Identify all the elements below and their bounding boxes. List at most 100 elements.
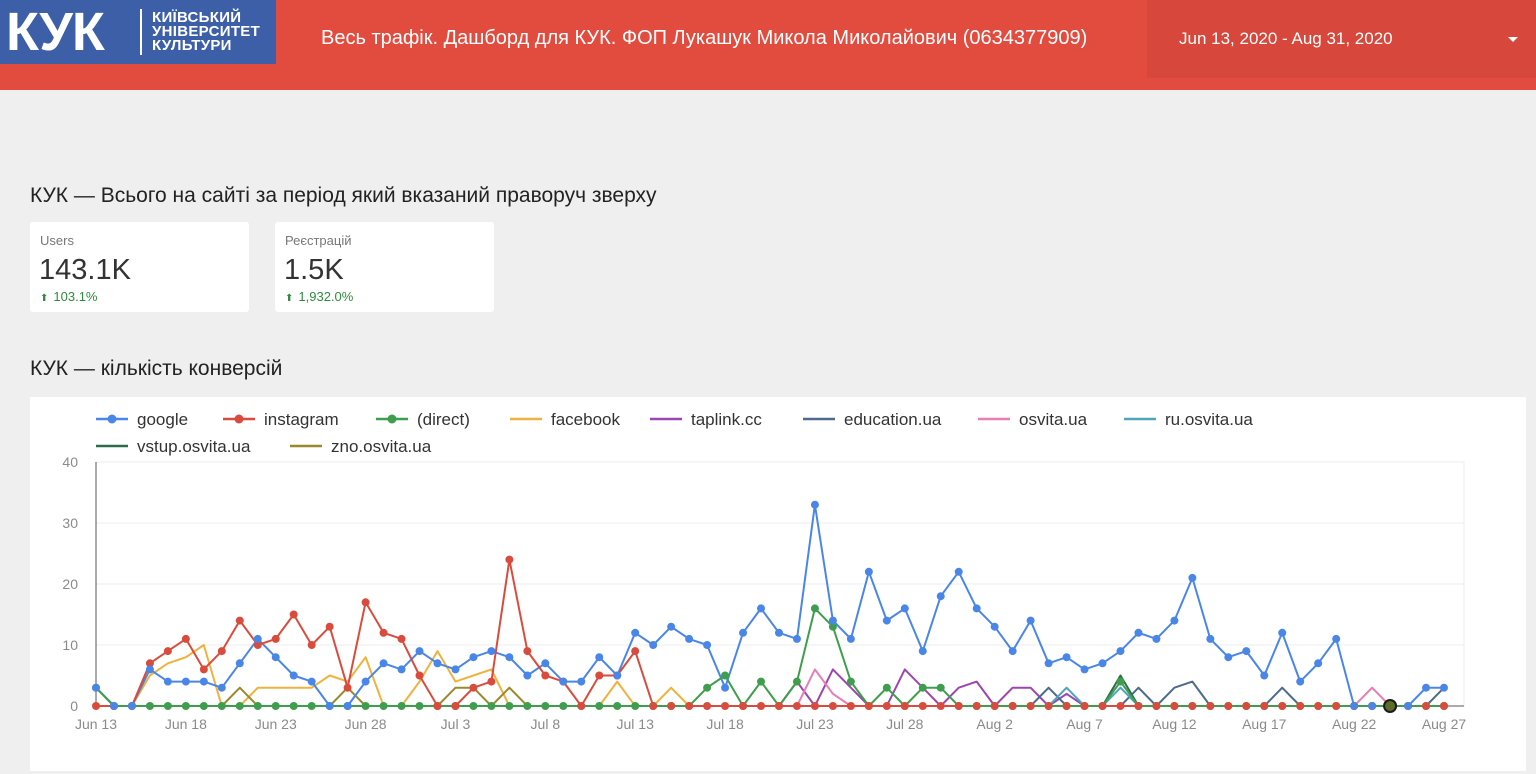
data-point[interactable] bbox=[631, 628, 640, 637]
data-point[interactable] bbox=[127, 702, 136, 710]
data-point[interactable] bbox=[1422, 683, 1431, 692]
data-point[interactable] bbox=[487, 702, 496, 710]
data-point[interactable] bbox=[936, 592, 945, 601]
data-point[interactable] bbox=[523, 702, 532, 710]
data-point[interactable] bbox=[469, 653, 478, 662]
data-point[interactable] bbox=[1098, 702, 1107, 710]
data-point[interactable] bbox=[145, 665, 154, 674]
data-point[interactable] bbox=[613, 702, 622, 710]
data-point[interactable] bbox=[667, 622, 676, 631]
data-point[interactable] bbox=[990, 702, 999, 710]
data-point[interactable] bbox=[433, 659, 442, 668]
data-point[interactable] bbox=[613, 671, 622, 680]
data-point[interactable] bbox=[846, 677, 855, 686]
legend-label[interactable]: ru.osvita.ua bbox=[1165, 410, 1253, 429]
data-point[interactable] bbox=[703, 683, 712, 692]
data-point[interactable] bbox=[379, 628, 388, 637]
data-point[interactable] bbox=[415, 671, 424, 680]
data-point[interactable] bbox=[774, 702, 783, 710]
data-point[interactable] bbox=[1440, 702, 1448, 710]
data-point[interactable] bbox=[181, 634, 190, 643]
data-point[interactable] bbox=[1224, 702, 1233, 710]
data-point[interactable] bbox=[217, 702, 226, 710]
data-point[interactable] bbox=[307, 702, 316, 710]
data-point[interactable] bbox=[325, 702, 334, 710]
data-point[interactable] bbox=[703, 641, 712, 649]
data-point[interactable] bbox=[307, 641, 316, 649]
data-point[interactable] bbox=[181, 677, 190, 686]
legend-label[interactable]: google bbox=[137, 410, 188, 429]
data-point[interactable] bbox=[1188, 702, 1197, 710]
data-point[interactable] bbox=[936, 683, 945, 692]
data-point[interactable] bbox=[199, 677, 208, 686]
data-point[interactable] bbox=[1206, 702, 1215, 710]
series-line-direct[interactable] bbox=[95, 607, 1444, 707]
data-point[interactable] bbox=[343, 702, 352, 710]
series-line-ru-osvita-ua[interactable] bbox=[96, 686, 1444, 707]
data-point[interactable] bbox=[810, 702, 819, 710]
data-point[interactable] bbox=[1044, 659, 1053, 668]
data-point[interactable] bbox=[649, 641, 658, 649]
data-point[interactable] bbox=[577, 677, 586, 686]
data-point[interactable] bbox=[828, 622, 837, 631]
data-point[interactable] bbox=[757, 702, 766, 710]
data-point[interactable] bbox=[487, 677, 496, 686]
data-point[interactable] bbox=[1116, 677, 1125, 686]
data-point[interactable] bbox=[523, 671, 532, 680]
data-point[interactable] bbox=[954, 567, 963, 576]
data-point[interactable] bbox=[1062, 702, 1071, 710]
data-point[interactable] bbox=[757, 604, 766, 613]
data-point[interactable] bbox=[199, 702, 208, 710]
data-point[interactable] bbox=[667, 702, 676, 710]
data-point[interactable] bbox=[92, 702, 100, 710]
data-point[interactable] bbox=[631, 702, 640, 710]
data-point[interactable] bbox=[1026, 702, 1035, 710]
data-point[interactable] bbox=[289, 610, 298, 619]
data-point[interactable] bbox=[1080, 665, 1089, 674]
data-point[interactable] bbox=[792, 702, 801, 710]
data-point[interactable] bbox=[181, 702, 190, 710]
data-point[interactable] bbox=[163, 702, 172, 710]
data-point[interactable] bbox=[1440, 683, 1448, 692]
legend-label[interactable]: instagram bbox=[264, 410, 339, 429]
legend-label[interactable]: taplink.cc bbox=[691, 410, 762, 429]
legend-label[interactable]: vstup.osvita.ua bbox=[137, 437, 251, 456]
data-point[interactable] bbox=[361, 598, 370, 607]
data-point[interactable] bbox=[1044, 702, 1053, 710]
data-point[interactable] bbox=[145, 702, 154, 710]
data-point[interactable] bbox=[1224, 653, 1233, 662]
data-point[interactable] bbox=[307, 677, 316, 686]
data-point[interactable] bbox=[1242, 647, 1251, 656]
data-point[interactable] bbox=[685, 634, 694, 643]
data-point[interactable] bbox=[828, 616, 837, 625]
highlighted-point[interactable] bbox=[1383, 699, 1398, 713]
data-point[interactable] bbox=[253, 634, 262, 643]
data-point[interactable] bbox=[882, 616, 891, 625]
data-point[interactable] bbox=[235, 702, 244, 710]
data-point[interactable] bbox=[595, 653, 604, 662]
data-point[interactable] bbox=[1332, 634, 1341, 643]
data-point[interactable] bbox=[936, 702, 945, 710]
legend-label[interactable]: (direct) bbox=[417, 410, 470, 429]
legend-label[interactable]: osvita.ua bbox=[1019, 410, 1088, 429]
legend-label[interactable]: education.ua bbox=[844, 410, 942, 429]
data-point[interactable] bbox=[253, 702, 262, 710]
data-point[interactable] bbox=[397, 702, 406, 710]
data-point[interactable] bbox=[1260, 702, 1269, 710]
data-point[interactable] bbox=[289, 671, 298, 680]
data-point[interactable] bbox=[595, 671, 604, 680]
data-point[interactable] bbox=[235, 616, 244, 625]
data-point[interactable] bbox=[990, 622, 999, 631]
data-point[interactable] bbox=[1314, 702, 1323, 710]
data-point[interactable] bbox=[235, 659, 244, 668]
data-point[interactable] bbox=[1260, 671, 1269, 680]
data-point[interactable] bbox=[541, 702, 550, 710]
data-point[interactable] bbox=[846, 634, 855, 643]
data-point[interactable] bbox=[739, 702, 748, 710]
data-point[interactable] bbox=[703, 702, 712, 710]
data-point[interactable] bbox=[846, 702, 855, 710]
data-point[interactable] bbox=[163, 647, 172, 656]
data-point[interactable] bbox=[595, 702, 604, 710]
data-point[interactable] bbox=[954, 702, 963, 710]
data-point[interactable] bbox=[487, 647, 496, 656]
